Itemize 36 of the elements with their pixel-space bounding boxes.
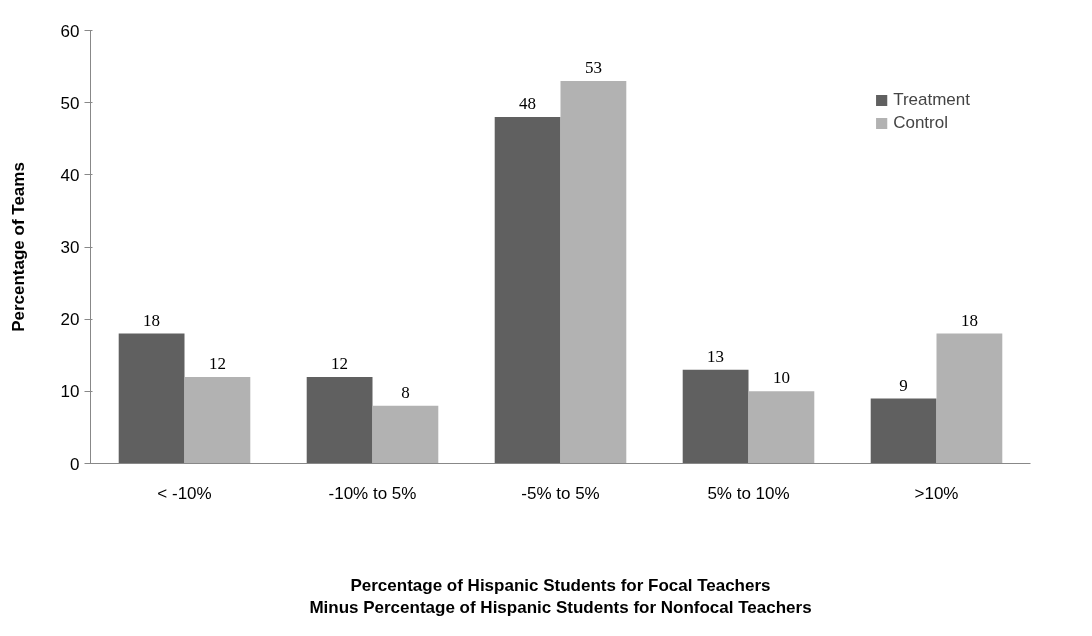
y-tick-label: 30 xyxy=(60,238,80,257)
y-tick-label: 50 xyxy=(60,93,80,113)
data-label: 13 xyxy=(707,346,725,366)
legend-label: Control xyxy=(893,113,948,133)
data-label: 18 xyxy=(143,310,161,330)
x-tick-label: 5% to 10% xyxy=(707,483,790,503)
bar xyxy=(560,81,627,464)
data-label: 53 xyxy=(584,58,602,78)
bar xyxy=(870,398,937,464)
data-label: 48 xyxy=(519,94,537,114)
bar xyxy=(372,405,439,464)
data-label: 12 xyxy=(208,353,226,373)
data-label: 10 xyxy=(772,368,790,388)
bar xyxy=(306,376,373,464)
y-axis-title: Percentage of Teams xyxy=(8,162,28,332)
y-tick-label: 60 xyxy=(60,21,80,41)
x-tick-label: -10% to 5% xyxy=(328,483,417,503)
x-tick-label: < -10% xyxy=(157,483,212,503)
data-label: 9 xyxy=(899,375,908,395)
x-tick-label: -5% to 5% xyxy=(521,483,600,503)
bar xyxy=(494,117,561,464)
x-tick-label: >10% xyxy=(914,483,959,503)
y-tick-label: 0 xyxy=(70,454,80,474)
y-tick-label: 40 xyxy=(60,165,80,185)
data-label: 12 xyxy=(331,353,349,373)
legend-label: Treatment xyxy=(893,90,970,110)
bar xyxy=(748,391,815,464)
data-label: 18 xyxy=(960,310,978,330)
y-tick-label: 20 xyxy=(60,310,80,330)
x-axis-title: Percentage of Hispanic Students for Focal Teachers Minus Percentage of Hispanic Students for Nonfocal Teachers xyxy=(309,575,812,618)
bar xyxy=(118,333,185,464)
bar xyxy=(936,333,1003,464)
data-label: 8 xyxy=(401,382,410,402)
bar xyxy=(682,369,749,464)
bar xyxy=(184,376,251,464)
y-tick-label: 10 xyxy=(60,382,80,402)
